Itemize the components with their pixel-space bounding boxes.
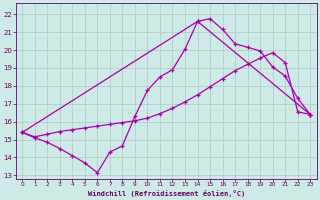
X-axis label: Windchill (Refroidissement éolien,°C): Windchill (Refroidissement éolien,°C): [88, 190, 245, 197]
